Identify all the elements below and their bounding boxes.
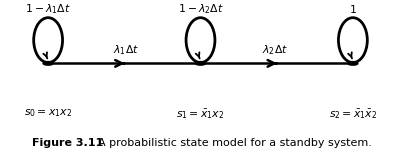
Text: $s_1 = \bar{x}_1x_2$: $s_1 = \bar{x}_1x_2$ <box>176 107 225 121</box>
Text: A probabilistic state model for a standby system.: A probabilistic state model for a standb… <box>98 138 372 148</box>
Text: $\lambda_2 \Delta t$: $\lambda_2 \Delta t$ <box>261 43 288 57</box>
Circle shape <box>196 62 205 65</box>
Ellipse shape <box>186 18 215 63</box>
Ellipse shape <box>338 18 367 63</box>
Circle shape <box>43 62 53 65</box>
Text: Figure 3.11: Figure 3.11 <box>32 138 103 148</box>
Text: $1 - \lambda_1 \Delta t$: $1 - \lambda_1 \Delta t$ <box>25 2 71 16</box>
Ellipse shape <box>34 18 63 63</box>
Circle shape <box>348 62 358 65</box>
Text: $1 - \lambda_2 \Delta t$: $1 - \lambda_2 \Delta t$ <box>178 2 223 16</box>
Text: $\lambda_1 \Delta t$: $\lambda_1 \Delta t$ <box>113 43 140 57</box>
Text: $1$: $1$ <box>349 3 357 15</box>
Text: $s_0 = x_1x_2$: $s_0 = x_1x_2$ <box>24 108 72 119</box>
Text: $s_2 = \bar{x}_1\bar{x}_2$: $s_2 = \bar{x}_1\bar{x}_2$ <box>329 107 377 121</box>
